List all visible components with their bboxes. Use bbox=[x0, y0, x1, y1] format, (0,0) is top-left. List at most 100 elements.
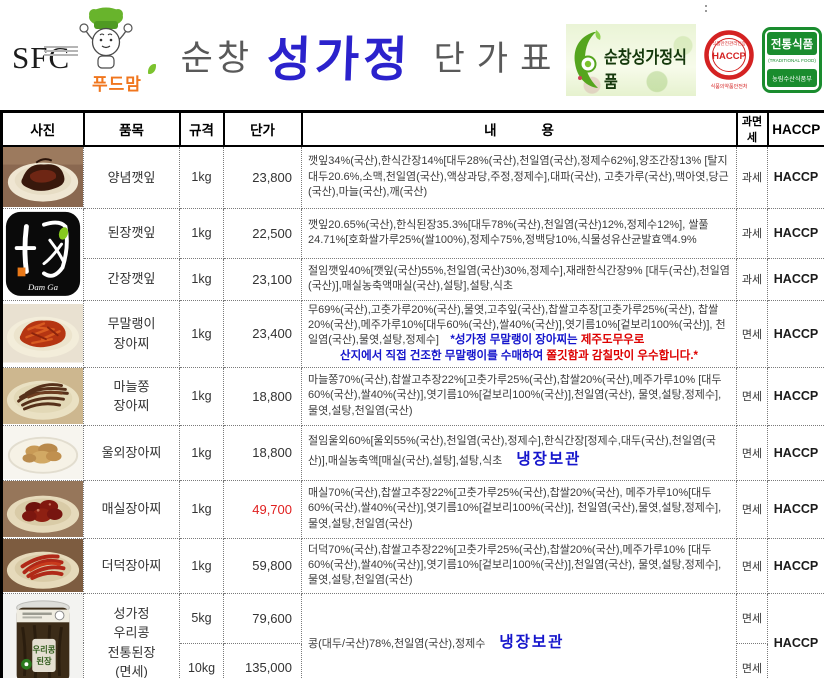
item-name: 울외장아찌 bbox=[83, 424, 180, 481]
note-blue: *성가정 무말랭이 장아찌는 bbox=[438, 333, 581, 346]
tax-status: 면세 bbox=[736, 537, 768, 594]
photo-ulwoe-jangajji bbox=[1, 424, 84, 481]
spec-value: 5kg bbox=[179, 592, 224, 644]
photo-damga-logo: Dam Ga bbox=[1, 207, 84, 301]
traditional-food-badge: 전통식품 (TRADITIONAL FOOD) 농림수산식품부 bbox=[762, 27, 822, 93]
trad-sub-text: (TRADITIONAL FOOD) bbox=[768, 58, 816, 63]
title-region: 순창 bbox=[180, 38, 254, 78]
haccp-cell: HACCP bbox=[767, 207, 824, 259]
col-header-item: 품목 bbox=[82, 110, 181, 147]
table-header-row: 사진 품목 규격 단가 내 용 과면세 HACCP bbox=[0, 110, 824, 147]
chef-character-icon bbox=[79, 7, 133, 69]
content-cell: 깻잎34%(국산),한식간장14%[대두28%(국산),천일염(국산),정제수6… bbox=[301, 145, 737, 209]
spec-value: 1kg bbox=[179, 299, 224, 368]
spec-value: 1kg bbox=[179, 366, 224, 426]
content-cell: 깻잎20.65%(국산),한식된장35.3%[대두78%(국산),천일염(국산)… bbox=[301, 207, 737, 259]
price-value: 22,500 bbox=[223, 207, 302, 259]
photo-dried-radish-jangajji bbox=[1, 299, 84, 368]
trad-bottom-text: 농림수산식품부 bbox=[772, 75, 812, 83]
note-line2: 산지에서 직접 건조한 무말랭이를 수매하여 쫄깃함과 감칠맛이 우수합니다.* bbox=[339, 349, 699, 362]
price-value: 59,800 bbox=[223, 537, 302, 594]
col-header-spec: 규격 bbox=[178, 110, 225, 147]
note-red: 제주도무우로 bbox=[580, 333, 645, 346]
haccp-main-text: HACCP bbox=[712, 51, 746, 62]
content-cell: 무69%(국산),고춧가루20%(국산),물엿,고추잎(국산),찹쌀고추장[고춧… bbox=[301, 299, 737, 368]
haccp-cell: HACCP bbox=[767, 537, 824, 594]
haccp-cell: HACCP bbox=[767, 592, 824, 678]
haccp-cell: HACCP bbox=[767, 299, 824, 368]
tax-status: 면세 bbox=[736, 479, 768, 539]
table-row: 우리콩 된장 성가정 우리콩 전통된장 (면세) 5kg 79,600 콩(대두… bbox=[1, 592, 824, 678]
item-name: 무말랭이 장아찌 bbox=[83, 299, 180, 368]
photo-seasoned-perilla bbox=[1, 145, 84, 209]
content-cell: 콩(대두/국산)78%,천일염(국산),정제수 냉장보관 bbox=[301, 592, 737, 678]
table-row: 간장깻잎 1kg 23,100 절임깻잎40%[깻잎(국산)55%,천일염(국산… bbox=[2, 257, 824, 301]
content-cell: 더덕70%(국산),찹쌀고추장22%[고춧가루25%(국산),찹쌀20%(국산)… bbox=[301, 537, 737, 594]
price-value: 79,600 bbox=[223, 592, 302, 644]
content-cell: 매실70%(국산),찹쌀고추장22%[고춧가루25%(국산),찹쌀20%(국산)… bbox=[301, 479, 737, 539]
svg-text:우리콩: 우리콩 bbox=[33, 644, 56, 654]
spec-value: 1kg bbox=[179, 424, 224, 481]
spec-value: 1kg bbox=[179, 207, 224, 259]
table-row: 매실장아찌 1kg 49,700 매실70%(국산),찹쌀고추장22%[고춧가루… bbox=[1, 479, 824, 539]
price-value: 23,400 bbox=[223, 299, 302, 368]
storage-note: 냉장보관 bbox=[499, 633, 565, 651]
spec-value: 1kg bbox=[179, 479, 224, 539]
price-value: 18,800 bbox=[223, 366, 302, 426]
tax-status: 면세 bbox=[736, 424, 768, 481]
item-name: 매실장아찌 bbox=[83, 479, 180, 539]
trad-main-text: 전통식품 bbox=[771, 37, 814, 51]
item-name: 간장깻잎 bbox=[83, 257, 180, 301]
table-row: 더덕장아찌 1kg 59,800 더덕70%(국산),찹쌀고추장22%[고춧가루… bbox=[1, 537, 824, 594]
tax-status: 면세 bbox=[736, 592, 768, 644]
item-name: 성가정 우리콩 전통된장 (면세) bbox=[83, 592, 180, 678]
page-header: SFC 푸드맘 순창 성가정 bbox=[0, 0, 824, 110]
haccp-cell: HACCP bbox=[767, 424, 824, 481]
price-table: 사진 품목 규격 단가 내 용 과면세 HACCP bbox=[0, 110, 824, 678]
tax-status: 면세 bbox=[736, 366, 768, 426]
foodmom-logo-text: 푸드맘 bbox=[92, 75, 142, 94]
leaf-icon bbox=[148, 64, 156, 74]
tax-status: 과세 bbox=[736, 207, 768, 259]
haccp-top-text: 식품안전관리인증 bbox=[712, 40, 746, 47]
content-cell: 절임울외60%[울외55%(국산),천일염(국산),정제수],한식간장[정제수,… bbox=[301, 424, 737, 481]
spec-value: 10kg bbox=[179, 642, 224, 678]
item-name: 마늘쫑 장아찌 bbox=[83, 366, 180, 426]
price-value: 23,100 bbox=[223, 257, 302, 301]
haccp-cell: HACCP bbox=[767, 479, 824, 539]
page-title: 순창 성가정 단가표 bbox=[172, 0, 572, 110]
photo-garlic-stem-jangajji bbox=[1, 366, 84, 426]
spec-value: 1kg bbox=[179, 537, 224, 594]
haccp-certification-badge: 식품안전관리인증 HACCP 식품의약품안전처 bbox=[703, 28, 755, 92]
svg-text:Dam Ga: Dam Ga bbox=[27, 282, 59, 292]
price-value: 135,000 bbox=[223, 642, 302, 678]
svg-text:된장: 된장 bbox=[36, 656, 52, 666]
haccp-bottom-text: 식품의약품안전처 bbox=[711, 83, 748, 90]
photo-plum-jangajji bbox=[1, 479, 84, 539]
item-name: 된장깻잎 bbox=[83, 207, 180, 259]
stray-mark bbox=[705, 5, 707, 7]
col-header-haccp: HACCP bbox=[766, 110, 824, 147]
haccp-cell: HACCP bbox=[767, 257, 824, 301]
spec-value: 1kg bbox=[179, 145, 224, 209]
col-header-tax: 과면세 bbox=[735, 110, 769, 147]
price-value: 23,800 bbox=[223, 145, 302, 209]
storage-note: 냉장보관 bbox=[516, 451, 582, 469]
tax-status: 과세 bbox=[736, 257, 768, 301]
table-row: 울외장아찌 1kg 18,800 절임울외60%[울외55%(국산),천일염(국… bbox=[1, 424, 824, 481]
brand-banner-text: 순창성가정식품 bbox=[604, 48, 687, 92]
haccp-cell: HACCP bbox=[767, 145, 824, 209]
tax-status: 면세 bbox=[736, 299, 768, 368]
haccp-cell: HACCP bbox=[767, 366, 824, 426]
col-header-photo: 사진 bbox=[0, 110, 85, 147]
spec-value: 1kg bbox=[179, 257, 224, 301]
table-row: 마늘쫑 장아찌 1kg 18,800 마늘쫑70%(국산),찹쌀고추장22%[고… bbox=[1, 366, 824, 426]
brand-banner: 순창성가정식품 bbox=[566, 24, 696, 96]
logo-fine-print bbox=[44, 44, 78, 58]
brand-swirl-icon bbox=[574, 30, 601, 88]
col-header-content: 내 용 bbox=[300, 110, 738, 147]
photo-soybean-paste-jar: 우리콩 된장 bbox=[1, 592, 84, 678]
tax-status: 면세 bbox=[736, 642, 768, 678]
table-row: 10kg 135,000 면세 bbox=[2, 642, 824, 678]
